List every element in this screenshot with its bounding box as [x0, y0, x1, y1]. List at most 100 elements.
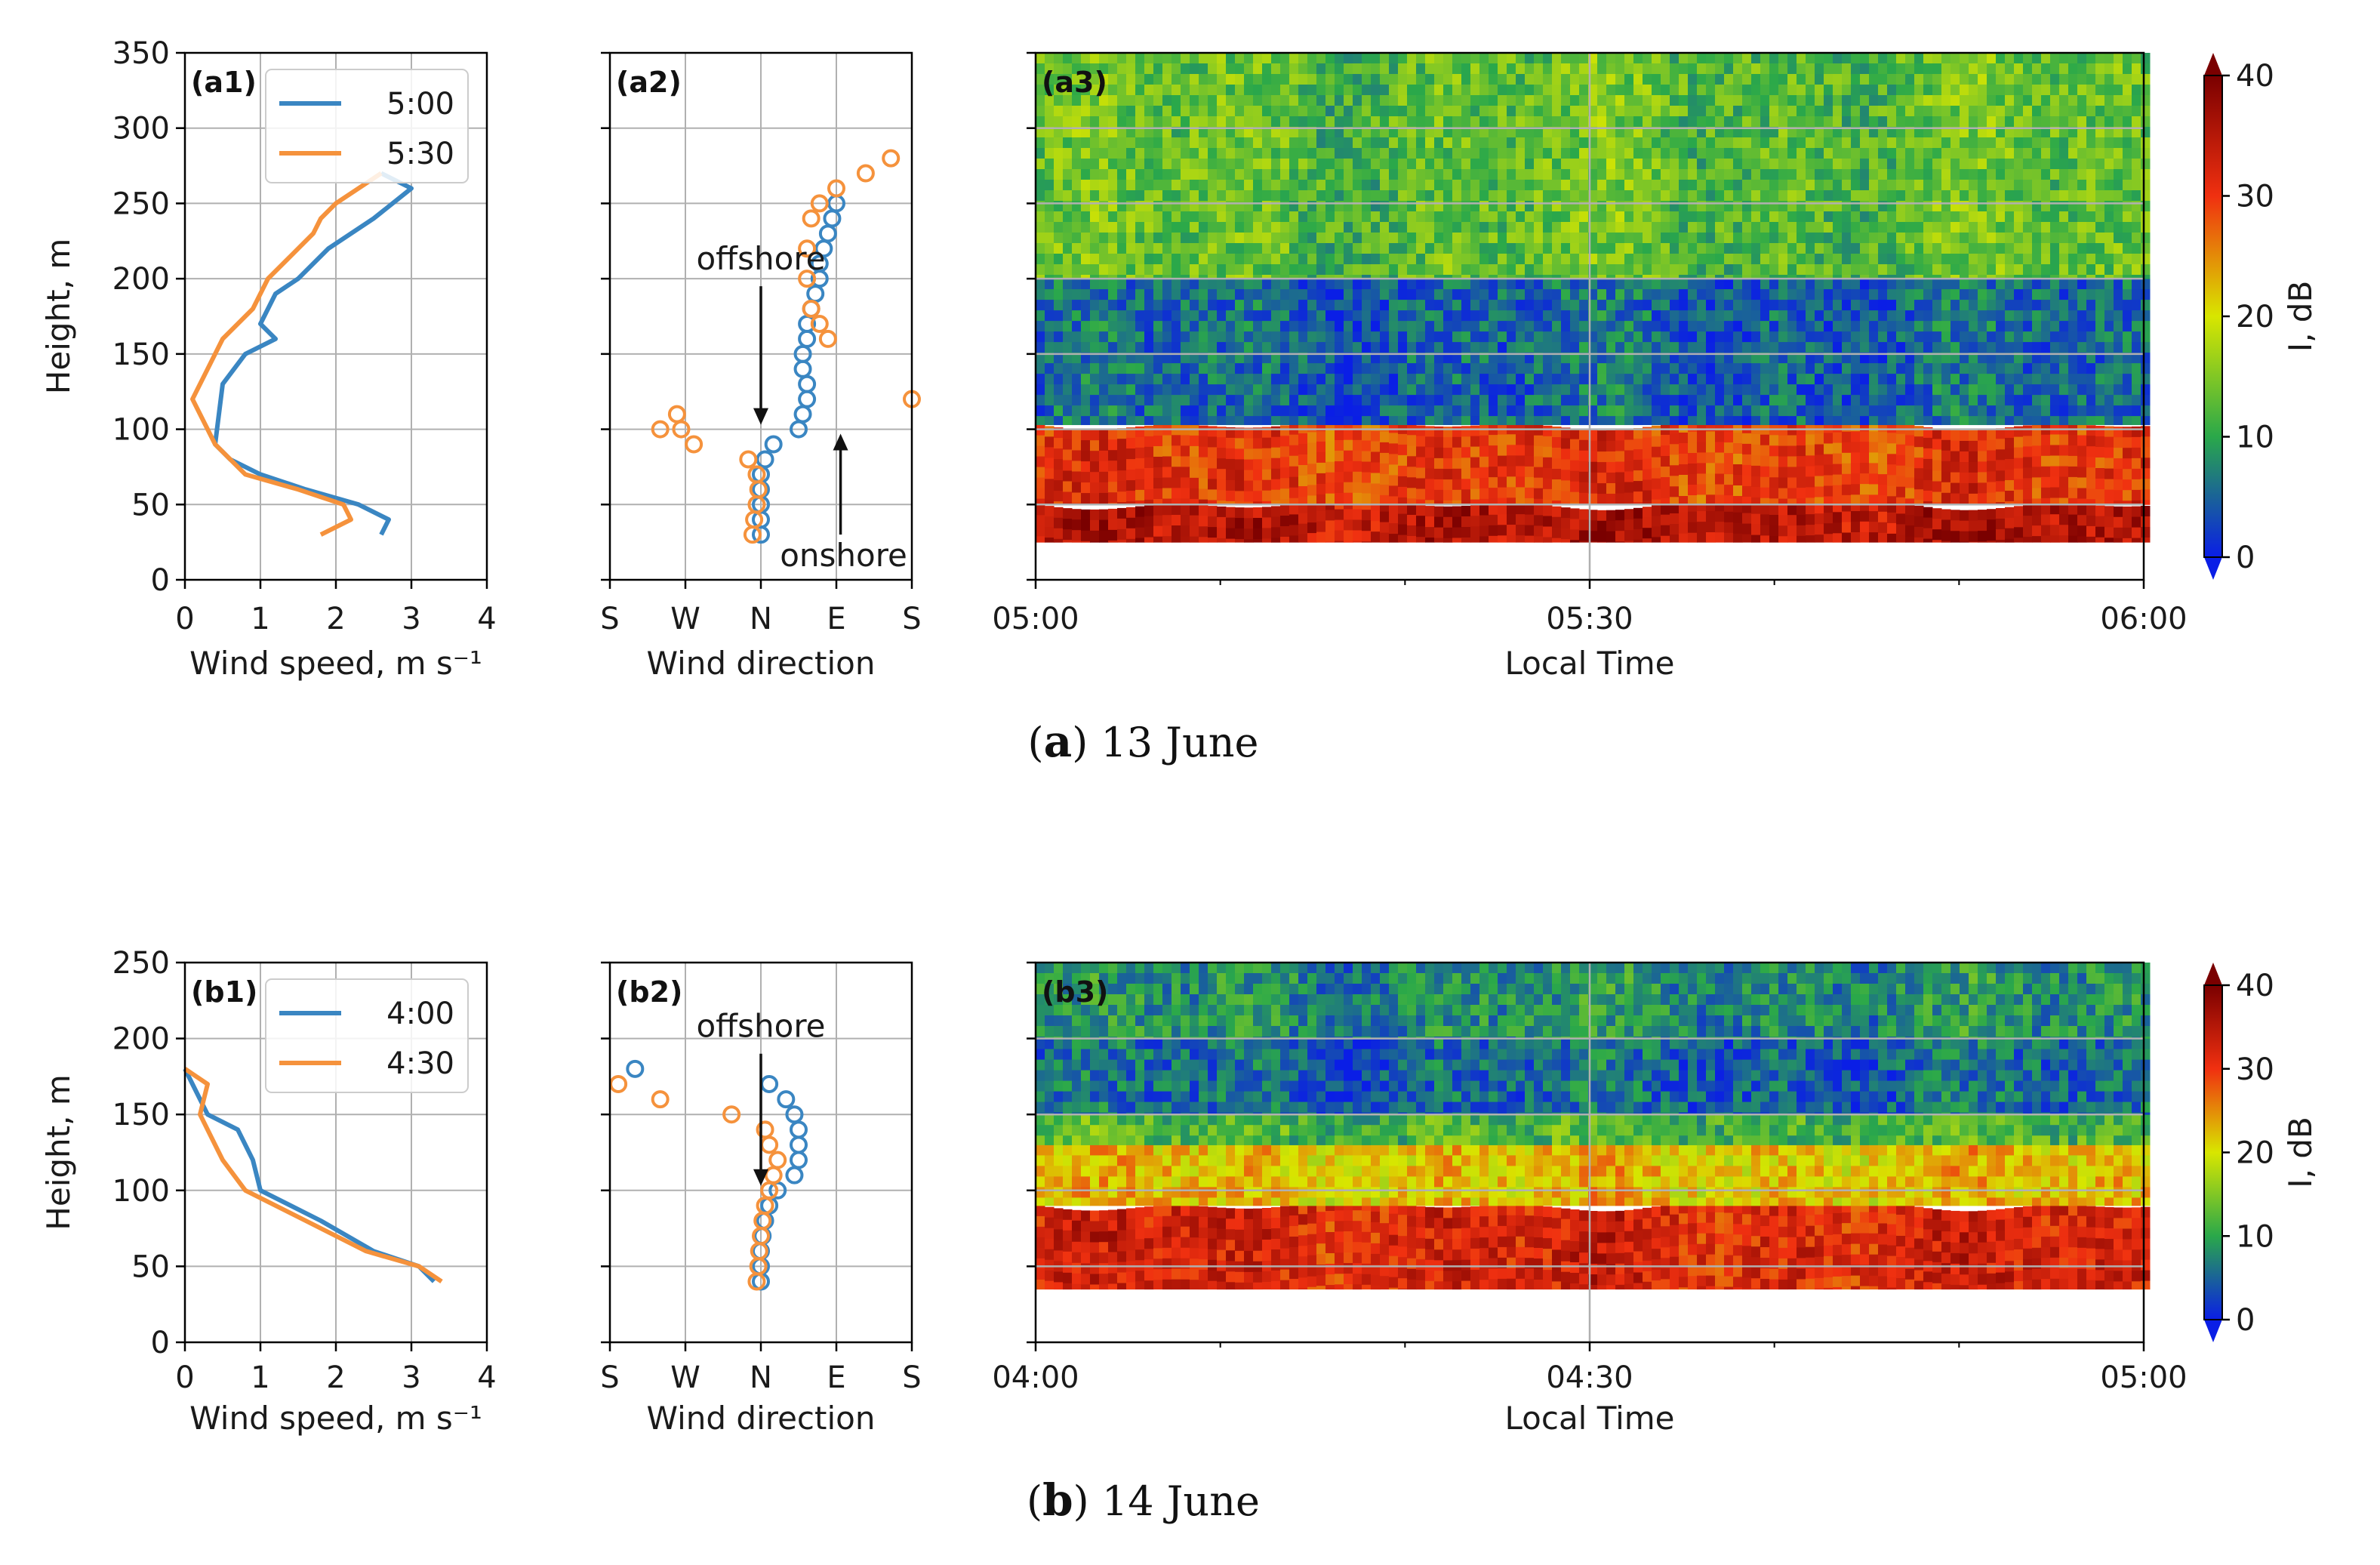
y-tick-label: 150 — [112, 337, 170, 372]
profile-chart-b1: 0 1 2 3 4 0 50 100 150 200 250 (b1) 4:00 4:30 Wind spe… — [40, 946, 497, 1437]
x-tick-label: W — [670, 602, 700, 636]
colorbar-tick-label: 0 — [2236, 541, 2255, 575]
subfigure-caption: (a) 13 June — [1028, 716, 1259, 767]
y-tick-label: 150 — [112, 1098, 170, 1132]
x-tick-label: E — [827, 1360, 845, 1395]
y-tick-label: 50 — [131, 488, 170, 522]
plot-frame — [608, 961, 913, 1344]
panel-label: (b3) — [1042, 975, 1108, 1009]
scatter-point-5:00 — [798, 374, 817, 393]
scatter-point-5:30 — [827, 179, 845, 198]
colorbar-label: I, dB — [2282, 281, 2319, 353]
scatter-point-5:30 — [810, 314, 829, 333]
colorbar-extend-min — [2204, 1320, 2222, 1342]
x-tick-label: 1 — [251, 602, 269, 636]
colorbar-tick-label: 20 — [2236, 1136, 2274, 1171]
scatter-point-5:30 — [672, 420, 691, 439]
colorbar-tick-label: 40 — [2236, 969, 2274, 1003]
plot-frame — [183, 51, 488, 581]
scatter-point-4:00 — [777, 1090, 796, 1109]
echogram-b3: 04:00 04:30 05:00 (b3) Local Time 0 10 20 30 40 I,… — [992, 961, 2319, 1437]
colorbar-extend-min — [2204, 557, 2222, 580]
scatter-point-4:30 — [651, 1090, 670, 1109]
series-line-5:30 — [190, 171, 383, 537]
scatter-point-5:30 — [856, 164, 875, 183]
x-axis-label: Local Time — [1505, 1400, 1675, 1437]
caption-letter: b — [1042, 1474, 1073, 1526]
x-tick-label: 2 — [326, 602, 345, 636]
scatter-point-5:00 — [793, 359, 812, 378]
x-tick-label: 06:00 — [2100, 602, 2187, 636]
series-line-4:00 — [183, 1067, 436, 1283]
scatter-point-4:30 — [609, 1074, 628, 1093]
panel-label: (b2) — [616, 975, 682, 1009]
colorbar-label: I, dB — [2282, 1117, 2319, 1188]
x-tick-label: S — [902, 602, 921, 636]
caption-letter: a — [1044, 716, 1073, 767]
annotation-label-onshore: onshore — [780, 537, 907, 574]
annotation-label-offshore: offshore — [696, 240, 825, 277]
scatter-point-5:30 — [818, 329, 837, 348]
annotation-arrow-head — [833, 433, 848, 451]
x-tick-label: 3 — [402, 1360, 420, 1395]
scatter-point-4:00 — [785, 1166, 804, 1185]
scatter-point-5:30 — [802, 300, 821, 319]
x-tick-label: 05:00 — [2100, 1360, 2187, 1395]
y-tick-label: 250 — [112, 186, 170, 221]
scatter-point-5:30 — [685, 435, 704, 454]
colorbar-tick-label: 0 — [2236, 1303, 2255, 1338]
scatter-point-5:30 — [798, 239, 817, 258]
colorbar-extend-max — [2204, 53, 2222, 75]
x-tick-label: S — [902, 1360, 921, 1395]
scatter-point-5:30 — [810, 194, 829, 213]
x-axis-label: Wind speed, m s⁻¹ — [189, 645, 482, 682]
colorbar-tick-label: 10 — [2236, 1219, 2274, 1254]
scatter-point-4:30 — [760, 1135, 779, 1154]
scatter-point-5:00 — [798, 390, 817, 408]
x-tick-label: E — [827, 602, 845, 636]
x-tick-label: 04:30 — [1546, 1360, 1633, 1395]
x-tick-label: W — [670, 1360, 700, 1395]
legend-label: 4:30 — [386, 1046, 454, 1081]
colorbar-tick-label: 30 — [2236, 180, 2274, 214]
x-axis-label: Wind speed, m s⁻¹ — [189, 1400, 482, 1437]
y-tick-label: 300 — [112, 112, 170, 146]
x-tick-label: 0 — [175, 1360, 194, 1395]
colorbar-tick-label: 10 — [2236, 421, 2274, 455]
scatter-point-5:30 — [747, 465, 766, 484]
x-tick-label: 04:00 — [992, 1360, 1079, 1395]
scatter-point-5:30 — [882, 149, 901, 168]
scatter-point-5:30 — [667, 405, 686, 424]
panel-label: (b1) — [191, 975, 257, 1009]
x-axis-label: Wind direction — [647, 1400, 876, 1437]
x-axis-label: Wind direction — [647, 645, 876, 682]
x-tick-label: 0 — [175, 602, 194, 636]
y-tick-label: 100 — [112, 413, 170, 448]
scatter-point-5:00 — [756, 450, 774, 469]
x-tick-label: 2 — [326, 1360, 345, 1395]
heatmap-cells — [1036, 53, 2151, 543]
scatter-point-5:30 — [739, 450, 758, 469]
x-tick-label: 3 — [402, 602, 420, 636]
scatter-point-4:00 — [790, 1151, 808, 1169]
colorbar-fill — [2204, 75, 2222, 557]
scatter-point-4:30 — [756, 1120, 774, 1139]
series-line-5:00 — [213, 171, 414, 536]
profile-chart-a1: 0 1 2 3 4 0 50 100 150 200 250 300 350 (a1) 5:00 5:30 Wi… — [40, 36, 497, 682]
y-axis-label: Height, m — [40, 239, 77, 394]
scatter-point-5:30 — [798, 270, 817, 288]
scatter-point-4:30 — [768, 1151, 787, 1169]
x-tick-label: 05:00 — [992, 602, 1079, 636]
scatter-point-5:30 — [802, 209, 821, 228]
y-tick-label: 200 — [112, 1022, 170, 1057]
y-tick-label: 0 — [151, 563, 170, 598]
direction-chart-a2: S W N E S (a2) offshore onshore Wind direction — [600, 51, 922, 682]
y-tick-label: 50 — [131, 1249, 170, 1284]
x-tick-label: S — [600, 602, 619, 636]
legend-label: 4:00 — [386, 997, 454, 1031]
scatter-point-4:00 — [790, 1135, 808, 1154]
series-line-4:30 — [183, 1067, 443, 1283]
scatter-point-5:00 — [793, 405, 812, 424]
colorbar-extend-max — [2204, 963, 2222, 985]
